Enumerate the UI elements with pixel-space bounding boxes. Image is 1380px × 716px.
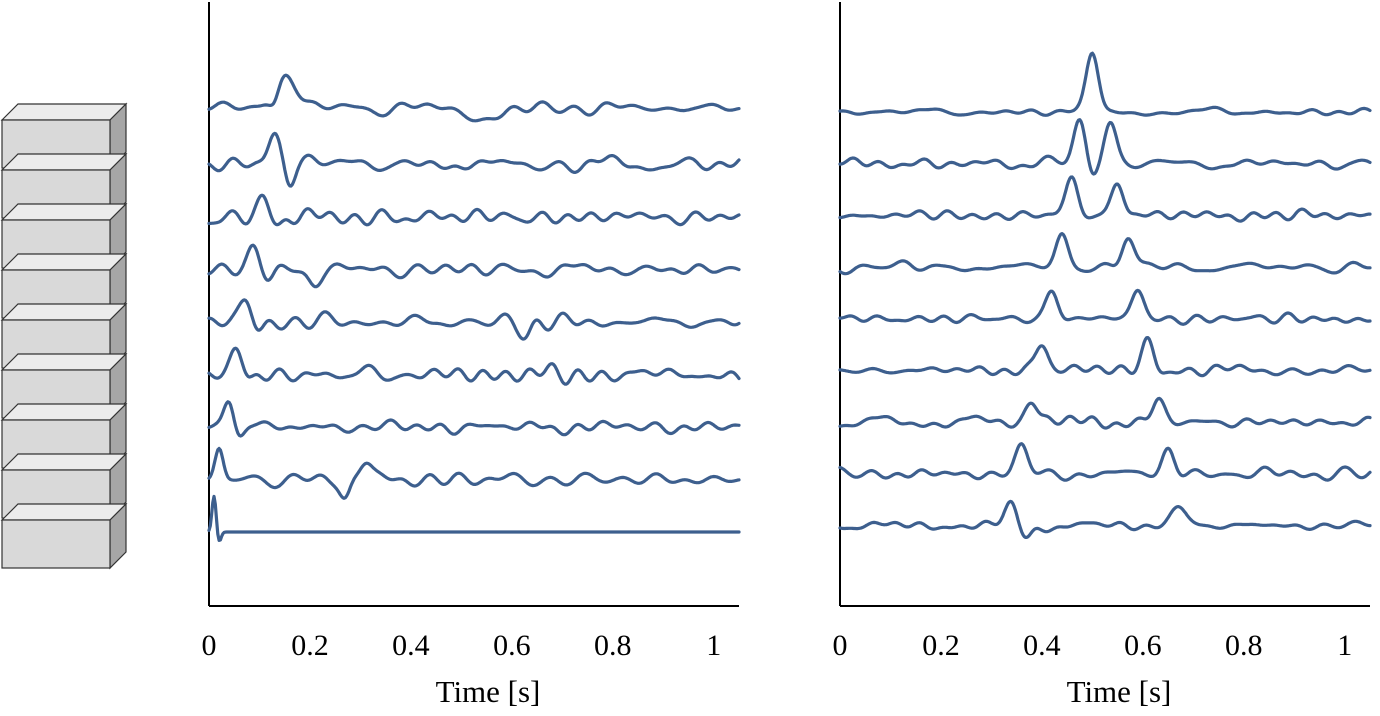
seismic-trace [838, 232, 1372, 276]
seismic-trace [207, 346, 741, 386]
x-axis-label: Time [s] [1067, 674, 1172, 709]
seismic-trace [838, 442, 1372, 482]
seismic-trace [838, 51, 1372, 117]
x-tick-label: 0.4 [1023, 629, 1061, 662]
right-trace-panel: 0 0.2 0.4 0.6 0.8 1 Time [s] [833, 2, 1372, 709]
left-trace-panel: 0 0.2 0.4 0.6 0.8 1 Time [s] [202, 2, 741, 709]
seismic-trace [207, 494, 741, 542]
seismic-trace [838, 118, 1372, 176]
x-axis-label: Time [s] [436, 674, 541, 709]
x-tick-label: 0 [833, 629, 848, 662]
layer-block [0, 152, 128, 220]
seismic-trace [207, 73, 741, 123]
seismic-trace [207, 446, 741, 500]
x-tick-label: 1 [1337, 629, 1352, 662]
seismic-trace [207, 193, 741, 227]
x-tick-label: 0.8 [594, 629, 632, 662]
layer-block [0, 502, 128, 570]
seismic-trace [838, 175, 1372, 223]
x-tick-label: 0.2 [922, 629, 960, 662]
seismic-trace [207, 400, 741, 438]
x-tick-label: 0.6 [1124, 629, 1162, 662]
seismic-trace [838, 499, 1372, 539]
seismic-trace [838, 288, 1372, 326]
seismic-trace [207, 131, 741, 188]
seismic-trace [838, 396, 1372, 430]
x-tick-label: 1 [706, 629, 721, 662]
seismic-trace [207, 243, 741, 289]
x-tick-label: 0.4 [392, 629, 430, 662]
x-tick-label: 0.8 [1225, 629, 1263, 662]
x-tick-label: 0 [202, 629, 217, 662]
x-tick-label: 0.2 [291, 629, 329, 662]
layer-block-stack [0, 102, 128, 570]
x-tick-label: 0.6 [493, 629, 531, 662]
seismic-trace [207, 298, 741, 341]
seismic-trace [838, 336, 1372, 378]
